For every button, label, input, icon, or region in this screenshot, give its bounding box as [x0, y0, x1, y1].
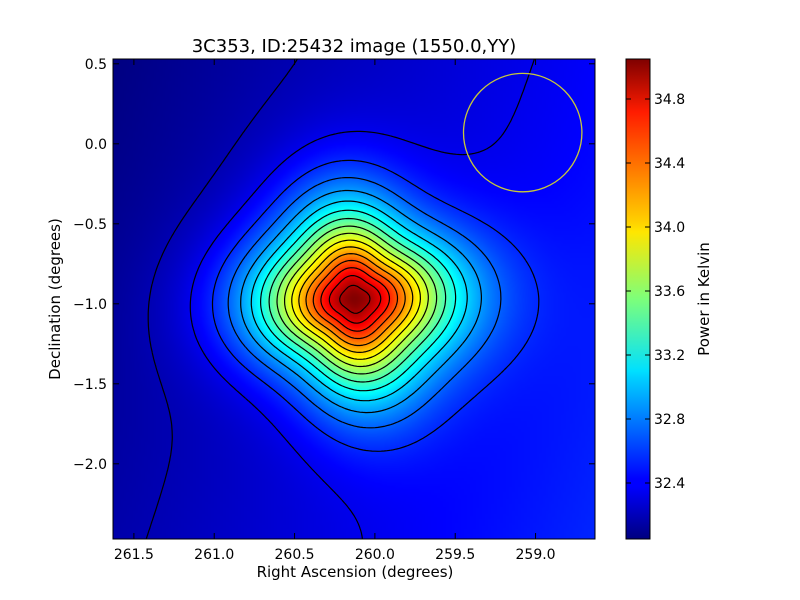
- x-tick-label: 260.5: [275, 547, 315, 563]
- contour-line: [260, 209, 457, 392]
- chart-title: 3C353, ID:25432 image (1550.0,YY): [192, 36, 517, 57]
- y-tick-label: −2.0: [73, 457, 107, 473]
- y-tick-label: 0.5: [85, 57, 107, 73]
- contour-line: [227, 177, 502, 429]
- y-tick-label: −1.0: [73, 297, 107, 313]
- colorbar-tick-label: 33.6: [654, 284, 685, 300]
- plot-area: [113, 59, 595, 539]
- y-tick-label: −0.5: [73, 217, 107, 233]
- x-tick-label: 259.5: [435, 547, 475, 563]
- x-axis-label: Right Ascension (degrees): [257, 563, 454, 581]
- contour-line: [339, 284, 371, 314]
- contour-line: [291, 239, 421, 360]
- x-tick-label: 259.0: [516, 547, 556, 563]
- contour-line: [328, 275, 382, 324]
- x-axis: 261.5 261.0 260.5 260.0 259.5 259.0: [114, 59, 556, 563]
- colorbar-gradient: [625, 58, 651, 540]
- y-axis: 0.5 0.0 −0.5 −1.0 −1.5 −2.0: [73, 57, 595, 473]
- plot-frame: [112, 58, 596, 540]
- colorbar: 32.4 32.8 33.2 33.6 34.0 34.4 34.8 Power in Ke…: [625, 58, 713, 540]
- contour-line: [189, 59, 535, 539]
- colorbar-tick-label: 34.4: [654, 156, 685, 172]
- contour-line: [145, 59, 298, 539]
- contour-line: [211, 159, 540, 452]
- heatmap-image: [113, 59, 595, 539]
- contour-lines: [145, 59, 540, 539]
- contour-line: [320, 267, 391, 332]
- x-tick-label: 261.5: [114, 547, 154, 563]
- y-axis-label: Declination (degrees): [46, 218, 64, 380]
- contour-line: [298, 246, 414, 353]
- colorbar-label: Power in Kelvin: [695, 242, 713, 356]
- y-tick-label: 0.0: [85, 137, 107, 153]
- colorbar-tick-label: 32.4: [654, 476, 685, 492]
- contour-line: [284, 232, 429, 368]
- x-tick-label: 260.0: [355, 547, 395, 563]
- colorbar-tick-label: 34.0: [654, 220, 685, 236]
- x-tick-label: 261.0: [194, 547, 234, 563]
- contour-line: [276, 225, 438, 375]
- contour-line: [268, 217, 447, 383]
- colorbar-tick-label: 34.8: [654, 92, 685, 108]
- colorbar-tick-label: 33.2: [654, 348, 685, 364]
- y-tick-label: −1.5: [73, 377, 107, 393]
- colorbar-ticks: 32.4 32.8 33.2 33.6 34.0 34.4 34.8: [626, 92, 685, 492]
- contour-line: [312, 259, 399, 340]
- colorbar-tick-label: 32.8: [654, 412, 685, 428]
- contour-line: [305, 253, 406, 347]
- contour-line: [240, 189, 482, 414]
- contour-line: [250, 200, 468, 402]
- beam-circle: [462, 72, 583, 193]
